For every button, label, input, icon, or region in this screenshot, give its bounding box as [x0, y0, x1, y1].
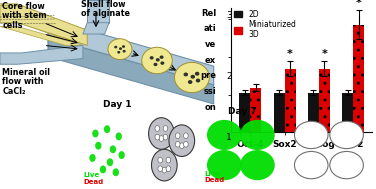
Circle shape: [142, 47, 172, 74]
Circle shape: [163, 134, 168, 140]
Circle shape: [156, 58, 160, 62]
Polygon shape: [83, 23, 109, 34]
Text: 3: 3: [226, 11, 232, 20]
Circle shape: [158, 166, 162, 172]
Circle shape: [161, 61, 164, 65]
Bar: [274, 93, 285, 132]
Text: Dead: Dead: [205, 177, 225, 183]
Circle shape: [176, 133, 180, 139]
Polygon shape: [48, 38, 214, 104]
Polygon shape: [0, 45, 83, 64]
Circle shape: [160, 55, 164, 59]
Circle shape: [169, 125, 195, 156]
Text: with stem: with stem: [2, 11, 47, 20]
Text: Live: Live: [84, 172, 100, 178]
Circle shape: [117, 51, 120, 54]
Circle shape: [294, 121, 328, 149]
Circle shape: [240, 120, 275, 150]
Circle shape: [174, 62, 209, 93]
Circle shape: [240, 150, 275, 180]
Bar: [250, 88, 261, 132]
Legend: 2D, Miniaturized
3D: 2D, Miniaturized 3D: [233, 9, 297, 40]
Text: ex: ex: [205, 56, 216, 65]
Circle shape: [183, 133, 188, 139]
Circle shape: [119, 47, 122, 50]
Text: ssi: ssi: [203, 87, 216, 96]
Circle shape: [89, 154, 96, 162]
Text: Rel: Rel: [201, 9, 216, 18]
Circle shape: [158, 157, 162, 163]
Circle shape: [166, 166, 171, 172]
Circle shape: [207, 150, 242, 180]
Circle shape: [294, 151, 328, 179]
Circle shape: [183, 73, 188, 76]
Circle shape: [118, 151, 125, 159]
Polygon shape: [0, 4, 83, 34]
Circle shape: [153, 63, 158, 66]
Text: on: on: [205, 103, 216, 112]
Circle shape: [176, 141, 180, 147]
Text: of alginate: of alginate: [81, 9, 130, 19]
Circle shape: [166, 157, 171, 163]
Circle shape: [122, 45, 125, 48]
Circle shape: [110, 145, 116, 153]
Circle shape: [155, 134, 160, 140]
Text: flow with: flow with: [2, 77, 44, 87]
Text: ve: ve: [205, 40, 216, 49]
Polygon shape: [0, 15, 83, 40]
Circle shape: [196, 79, 200, 82]
Bar: [239, 93, 250, 132]
Circle shape: [123, 50, 126, 53]
Text: *: *: [321, 49, 327, 59]
Bar: [353, 25, 364, 132]
Polygon shape: [87, 0, 109, 23]
Circle shape: [179, 143, 184, 149]
Circle shape: [107, 158, 113, 166]
Polygon shape: [48, 19, 214, 85]
Text: *: *: [356, 0, 362, 8]
Circle shape: [149, 118, 174, 149]
Circle shape: [188, 80, 193, 84]
Bar: [285, 69, 296, 132]
Circle shape: [330, 121, 363, 149]
Circle shape: [195, 72, 199, 76]
Circle shape: [150, 56, 154, 60]
Circle shape: [183, 141, 188, 147]
Text: 2: 2: [226, 72, 232, 81]
Text: Live: Live: [205, 171, 221, 177]
Text: Shell flow: Shell flow: [81, 0, 125, 9]
Text: Day 1: Day 1: [103, 100, 132, 109]
Bar: [342, 93, 353, 132]
Circle shape: [104, 125, 110, 133]
Circle shape: [191, 75, 195, 79]
Text: cells: cells: [2, 21, 23, 30]
Circle shape: [152, 149, 177, 181]
Circle shape: [155, 126, 160, 131]
Circle shape: [95, 142, 102, 150]
Circle shape: [115, 132, 122, 140]
Text: pre: pre: [200, 71, 216, 81]
Text: 1: 1: [226, 132, 232, 142]
Text: Dead: Dead: [84, 179, 104, 185]
Circle shape: [112, 168, 119, 176]
Text: ati: ati: [203, 24, 216, 33]
Text: CaCl₂: CaCl₂: [2, 87, 26, 96]
Circle shape: [207, 120, 242, 150]
Text: Day 7: Day 7: [228, 107, 257, 116]
Polygon shape: [0, 26, 83, 45]
Circle shape: [114, 46, 117, 48]
Circle shape: [163, 126, 168, 131]
Text: Core flow: Core flow: [2, 2, 45, 11]
Circle shape: [162, 167, 167, 173]
Bar: [308, 93, 319, 132]
Circle shape: [330, 151, 363, 179]
Bar: [319, 69, 330, 132]
Text: Mineral oil: Mineral oil: [2, 68, 50, 77]
Text: *: *: [287, 49, 293, 59]
Polygon shape: [0, 6, 87, 45]
Circle shape: [92, 130, 99, 137]
Circle shape: [159, 136, 164, 141]
Circle shape: [108, 39, 132, 60]
Circle shape: [100, 166, 106, 173]
